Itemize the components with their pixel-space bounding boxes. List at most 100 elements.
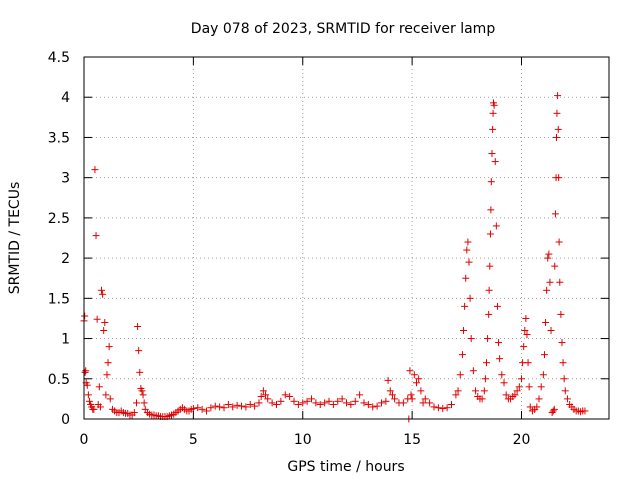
data-point (316, 401, 324, 409)
data-point (543, 286, 551, 294)
data-point (551, 262, 559, 270)
data-point (466, 294, 474, 302)
data-point (312, 399, 320, 407)
data-point (556, 278, 564, 286)
data-point (101, 318, 109, 326)
data-point (329, 401, 337, 409)
data-point (273, 401, 280, 409)
data-point (486, 230, 494, 238)
data-point (92, 232, 100, 240)
data-point (485, 286, 493, 294)
data-point (130, 409, 138, 417)
data-point (557, 310, 565, 318)
data-point (561, 387, 569, 395)
data-point (553, 133, 560, 141)
data-point (373, 402, 381, 410)
y-tick-label: 2.5 (48, 211, 70, 227)
data-point (467, 335, 475, 343)
data-point (220, 404, 228, 412)
data-point (523, 331, 531, 339)
data-point (334, 397, 342, 405)
data-point (255, 399, 263, 407)
y-tick-label: 4.5 (48, 50, 70, 66)
data-point (535, 395, 543, 403)
data-point (489, 125, 497, 133)
data-point (421, 395, 429, 403)
y-tick-label: 3 (61, 171, 70, 187)
data-point (140, 399, 148, 407)
data-point (526, 403, 534, 411)
data-point (216, 403, 224, 411)
data-point (93, 315, 101, 323)
y-tick-label: 2 (61, 251, 70, 267)
data-point (299, 399, 307, 407)
grid (84, 57, 609, 419)
data-point (542, 318, 550, 326)
data-point (103, 371, 111, 379)
chart-title: Day 078 of 2023, SRMTID for receiver lam… (191, 21, 496, 37)
y-axis-label: SRMTID / TECUs (7, 182, 23, 295)
data-point (551, 210, 559, 218)
data-point (207, 404, 215, 412)
data-point (84, 391, 92, 399)
data-point (458, 351, 466, 359)
y-tick-label: 3.5 (48, 130, 70, 146)
data-point (581, 407, 589, 415)
y-tick-label: 1.5 (48, 291, 70, 307)
data-point (545, 250, 553, 258)
data-point (555, 174, 563, 182)
x-tick-label: 5 (189, 432, 198, 448)
data-point (490, 101, 498, 109)
data-point (537, 383, 545, 391)
data-point (511, 391, 519, 399)
data-point (546, 278, 554, 286)
data-point (229, 403, 237, 411)
data-point (82, 367, 90, 375)
data-point (83, 381, 91, 389)
data-point (487, 206, 495, 214)
data-point (515, 383, 523, 391)
data-point (203, 407, 210, 415)
data-point (294, 401, 302, 409)
data-point (500, 379, 508, 387)
data-point (378, 399, 385, 407)
data-point (410, 371, 418, 379)
data-point (525, 383, 533, 391)
data-point (560, 375, 568, 383)
data-point (407, 391, 415, 399)
data-point (480, 387, 488, 395)
data-point (388, 391, 396, 399)
data-point (369, 403, 377, 411)
x-tick-label: 15 (403, 432, 421, 448)
data-point (513, 387, 521, 395)
data-point (303, 397, 311, 405)
data-point (492, 222, 500, 230)
data-point (233, 401, 241, 409)
data-point (463, 246, 471, 254)
data-point (211, 402, 219, 410)
data-point (321, 399, 329, 407)
data-point (81, 368, 89, 376)
data-point (496, 355, 504, 363)
data-point (419, 399, 427, 407)
data-point (95, 383, 103, 391)
data-point (558, 339, 566, 347)
data-point (413, 379, 420, 387)
data-point (136, 368, 144, 376)
data-point (391, 395, 399, 403)
data-point (100, 327, 108, 335)
data-point (325, 397, 333, 405)
data-points (80, 92, 589, 423)
data-point (464, 238, 472, 246)
data-point (135, 347, 143, 355)
data-point (139, 391, 147, 399)
data-point (262, 391, 270, 399)
data-point (426, 399, 434, 407)
data-point (268, 399, 276, 407)
data-point (224, 401, 232, 409)
data-point (246, 401, 254, 409)
data-point (408, 395, 416, 403)
x-axis-label: GPS time / hours (287, 459, 404, 475)
data-point (487, 178, 495, 186)
